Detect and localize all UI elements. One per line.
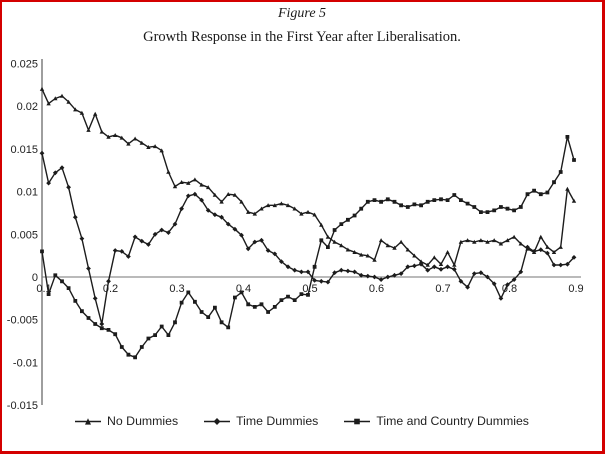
y-axis-tick-label: -0.01 bbox=[13, 357, 38, 369]
triangle-marker-icon bbox=[75, 417, 102, 425]
legend-label: No Dummies bbox=[107, 414, 179, 428]
y-axis-tick-label: 0 bbox=[32, 272, 38, 284]
y-axis-tick-label: -0.005 bbox=[7, 315, 38, 327]
y-axis-tick-label: 0.015 bbox=[10, 144, 38, 156]
y-axis-tick-label: 0.02 bbox=[17, 101, 38, 113]
series-line-time-and-country-dummies bbox=[41, 136, 575, 358]
x-axis-tick-label: 0.6 bbox=[369, 283, 384, 295]
legend-item-no-dummies: No Dummies bbox=[75, 414, 178, 428]
square-marker-icon bbox=[344, 418, 371, 424]
legend-label: Time and Country Dummies bbox=[376, 414, 529, 428]
figure-label: Figure 5 bbox=[277, 6, 327, 21]
y-axis-tick-label: 0.005 bbox=[10, 229, 38, 241]
x-axis-tick-label: 0.7 bbox=[435, 283, 450, 295]
legend-label: Time Dummies bbox=[236, 414, 319, 428]
x-axis-tick-label: 0.9 bbox=[568, 283, 583, 295]
series-markers-no-dummies bbox=[39, 86, 577, 267]
series-markers-time-and-country-dummies bbox=[40, 135, 576, 360]
x-axis-tick-label: 0.4 bbox=[236, 283, 251, 295]
chart-title: Growth Response in the First Year after … bbox=[143, 29, 461, 45]
x-axis-tick-label: 0.8 bbox=[502, 283, 517, 295]
y-axis-tick-label: 0.01 bbox=[17, 187, 38, 199]
chart-legend: No Dummies Time Dummies Time and Country D… bbox=[2, 414, 602, 428]
series-markers-time-dummies bbox=[39, 150, 577, 327]
diamond-marker-icon bbox=[204, 417, 231, 425]
x-axis-tick-label: 0.3 bbox=[169, 283, 184, 295]
legend-item-time-dummies: Time Dummies bbox=[204, 414, 318, 428]
x-axis-tick-label: 0.2 bbox=[103, 283, 118, 295]
legend-item-time-and-country-dummies: Time and Country Dummies bbox=[344, 414, 529, 428]
y-axis-tick-label: -0.015 bbox=[7, 400, 38, 412]
y-axis-tick-label: 0.025 bbox=[10, 59, 38, 71]
